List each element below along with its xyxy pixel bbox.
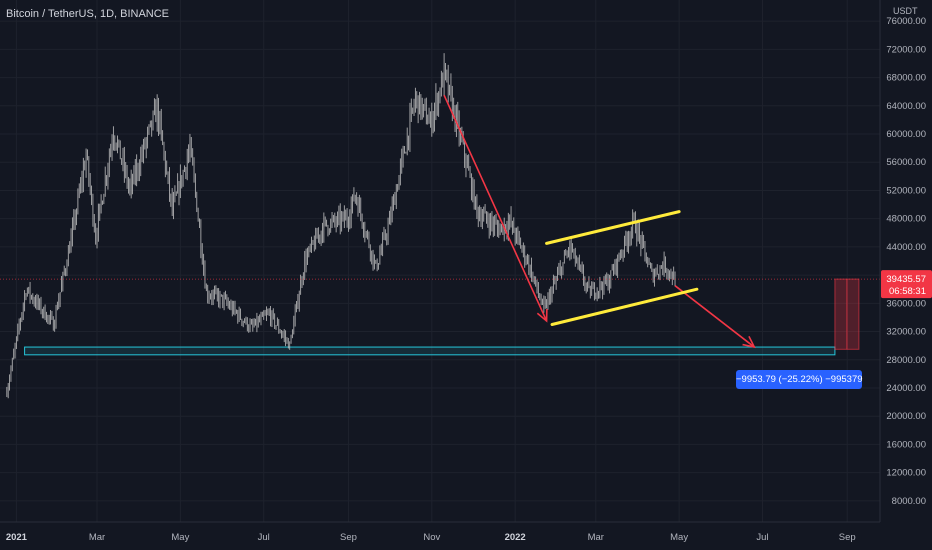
time-tick-label: May (670, 532, 688, 543)
price-unit-label[interactable]: USDT (893, 6, 918, 16)
down-arrow-1-head (536, 308, 548, 323)
price-tick-label: 48000.00 (886, 214, 926, 225)
down-arrow-2-shaft (674, 285, 755, 348)
price-tick-label: 16000.00 (886, 439, 926, 450)
price-tick-label: 24000.00 (886, 383, 926, 394)
price-tick-label: 52000.00 (886, 185, 926, 196)
price-tick-label: 68000.00 (886, 73, 926, 84)
price-tick-label: 60000.00 (886, 129, 926, 140)
time-tick-label: Mar (588, 532, 604, 543)
time-axis: 2021 Mar May Jul Sep Nov 2022 Mar May Jul Sep (0, 521, 932, 550)
down-arrow-2-head (742, 335, 756, 349)
measure-label: −9953.79 (−25.22%) −995379 (736, 370, 863, 389)
time-tick-label: May (171, 532, 189, 543)
last-price-value: 39435.57 (886, 274, 926, 285)
price-tick-label: 56000.00 (886, 157, 926, 168)
annotations (443, 94, 756, 349)
channel-upper-line (545, 210, 681, 245)
price-tick-label: 28000.00 (886, 355, 926, 366)
price-tick-label: 8000.00 (892, 496, 926, 507)
price-tick-label: 20000.00 (886, 411, 926, 422)
time-tick-label: Sep (340, 532, 357, 543)
last-price-badge (881, 270, 932, 299)
time-tick-label: Mar (89, 532, 105, 543)
bar-countdown: 06:58:31 (889, 286, 926, 297)
price-tick-label: 32000.00 (886, 327, 926, 338)
price-tick-label: 12000.00 (886, 468, 926, 479)
time-tick-label: Nov (423, 532, 440, 543)
down-arrow-1-shaft (443, 94, 548, 322)
support-zone-rect (24, 346, 836, 356)
price-scale: 76000.00 72000.00 68000.00 64000.00 60000.00… (879, 0, 932, 550)
price-tick-label: 36000.00 (886, 298, 926, 309)
time-tick-label: Jul (258, 532, 270, 543)
chart-title: Bitcoin / TetherUS, 1D, BINANCE (6, 8, 170, 20)
chart-grid (0, 0, 880, 522)
candles (6, 53, 676, 399)
measure-box (834, 278, 860, 350)
price-tick-label: 72000.00 (886, 44, 926, 55)
time-axis-bg (0, 522, 932, 550)
time-tick-label: 2021 (6, 532, 28, 543)
time-tick-label: 2022 (505, 532, 526, 543)
price-tick-label: 76000.00 (886, 16, 926, 27)
support-zone (24, 346, 836, 356)
price-tick-label: 44000.00 (886, 242, 926, 253)
price-tick-label: 64000.00 (886, 101, 926, 112)
time-tick-label: Sep (839, 532, 856, 543)
time-tick-label: Jul (756, 532, 768, 543)
channel-lower-line (550, 287, 699, 326)
